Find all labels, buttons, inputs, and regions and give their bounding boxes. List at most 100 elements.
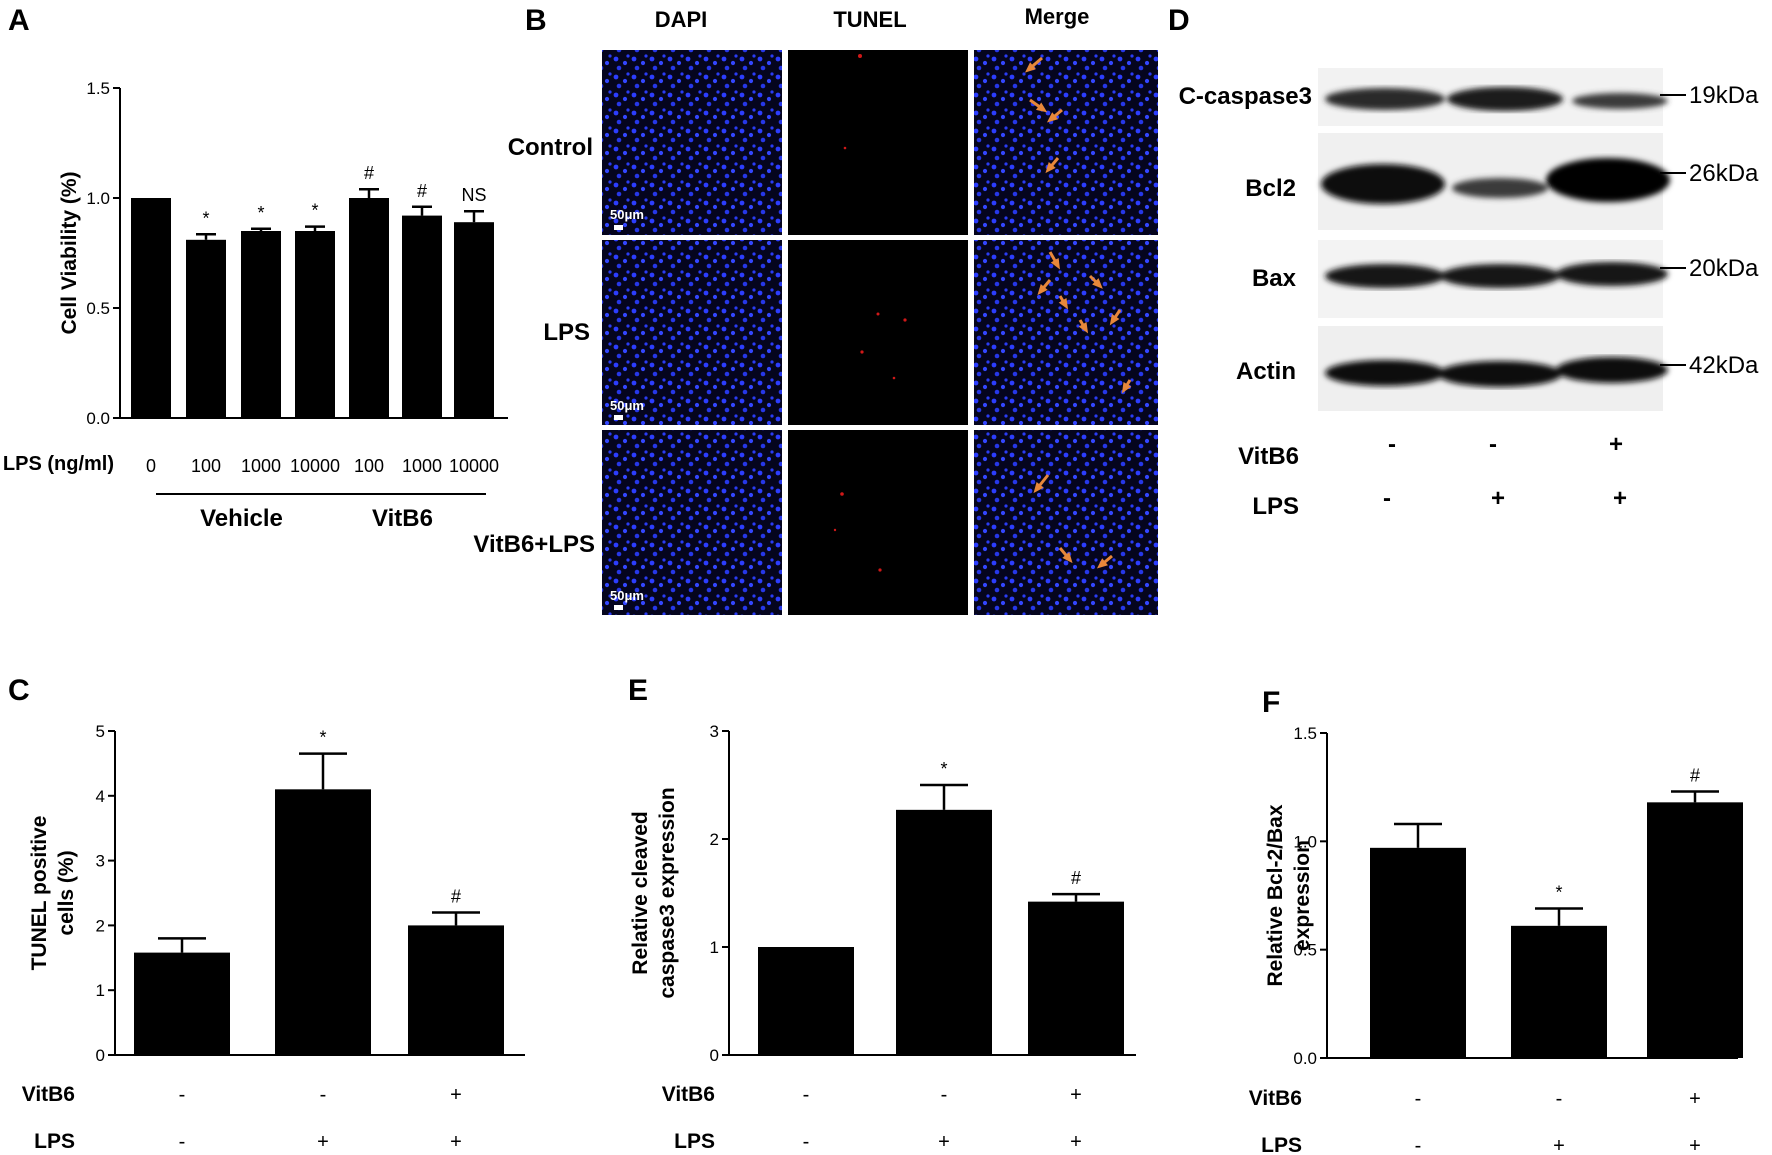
merge-arrow-head [1045, 162, 1056, 174]
y-tick-label: 3 [710, 722, 719, 741]
significance-mark: # [417, 181, 427, 201]
y-tick-label: 1.0 [86, 189, 110, 208]
bar [186, 239, 226, 418]
row-label-control: Control [508, 134, 593, 161]
bar [295, 231, 335, 418]
significance-mark: * [1555, 883, 1562, 903]
tunel-signal [833, 54, 907, 572]
y-axis-label: TUNEL positive [28, 816, 51, 971]
row-sign: - [1556, 1088, 1563, 1110]
band-label-c-caspase3: C-caspase3 [1179, 83, 1312, 110]
merge-arrow-head [1121, 382, 1132, 394]
wb-row-label-lps: LPS [1252, 493, 1299, 520]
merge-arrow-head [1078, 322, 1089, 334]
marker-size-19: 19kDa [1689, 82, 1759, 109]
bar [454, 222, 494, 418]
bar [1511, 925, 1607, 1058]
chart-f: 0.0 0.5 1.0 1.5 * # Relative Bcl-2/Bax expressi… [1249, 724, 1743, 1155]
y-tick-label: 4 [96, 787, 105, 806]
panel-letter-a: A [8, 4, 30, 37]
panel-letter-e: E [628, 674, 648, 707]
x-axis-title: LPS (ng/ml) [3, 453, 114, 475]
merge-arrow-head [1096, 558, 1108, 569]
band-row-c-caspase3 [1325, 87, 1668, 111]
group-label: Vehicle [200, 505, 283, 532]
bar [241, 231, 281, 418]
row-sign: + [1553, 1135, 1565, 1155]
wb-row-label-vitb6: VitB6 [1238, 443, 1299, 470]
row-label-lps: LPS [543, 319, 590, 346]
panel-letter-b: B [525, 4, 547, 37]
band-label-bcl2: Bcl2 [1245, 175, 1296, 202]
y-axis-label: Cell Viability (%) [58, 172, 81, 335]
wb-sign-vitb6-2: - [1489, 431, 1497, 458]
row-sign: + [1070, 1131, 1082, 1153]
merge-arrow-head [1046, 112, 1058, 123]
row-label: LPS [1261, 1134, 1302, 1155]
row-sign: + [317, 1131, 329, 1153]
row-sign: + [1689, 1135, 1701, 1155]
dapi-image-control [602, 50, 782, 235]
merge-image-vitb6-lps [974, 430, 1158, 615]
panel-letter-c: C [8, 674, 30, 707]
panel-letter-d: D [1168, 4, 1190, 37]
wb-sign-lps-3: + [1613, 485, 1627, 512]
western-blot-panel: C-caspase3 Bcl2 Bax Actin 19kDa 26kDa 20… [1179, 68, 1759, 520]
y-axis-label: Relative Bcl-2/Bax [1264, 804, 1287, 986]
scale-bar-label-control: 50μm [610, 207, 644, 222]
panel-letter-f: F [1262, 686, 1280, 719]
merge-arrows [1024, 56, 1132, 569]
chart-c: 0 1 2 3 4 5 * # TUNEL positive cells (%) VitB6 - - + L… [22, 722, 525, 1153]
row-sign: - [941, 1084, 948, 1106]
row-sign: + [450, 1131, 462, 1153]
wb-sign-vitb6-3: + [1609, 431, 1623, 458]
merge-arrow-head [1058, 298, 1069, 310]
band-row-actin [1325, 357, 1668, 387]
marker-size-26: 26kDa [1689, 160, 1759, 187]
significance-mark: # [364, 163, 374, 183]
row-sign: - [1415, 1088, 1422, 1110]
y-tick-label: 0.5 [1293, 941, 1317, 960]
dapi-image-lps [602, 240, 782, 425]
bar [408, 925, 504, 1055]
bar [1028, 901, 1124, 1055]
significance-mark: # [451, 886, 461, 906]
row-sign: + [938, 1131, 950, 1153]
band-row-bcl2 [1321, 158, 1670, 204]
microscopy-panel: DAPI TUNEL Merge Control LPS VitB6+LPS 5… [473, 4, 1158, 615]
chart-e: 0 1 2 3 * # Relative cleaved caspase3 expressio… [629, 722, 1136, 1153]
row-sign: - [320, 1084, 327, 1106]
bar [1647, 802, 1743, 1058]
wb-sign-lps-1: - [1383, 485, 1391, 512]
y-tick-label: 2 [710, 830, 719, 849]
significance-mark: * [319, 728, 326, 748]
group-label: VitB6 [372, 505, 433, 532]
row-sign: - [179, 1131, 186, 1153]
scale-bar-control [614, 225, 623, 230]
wb-sign-lps-2: + [1491, 485, 1505, 512]
merge-image-control [974, 50, 1158, 235]
scale-bar-label-lps: 50μm [610, 398, 644, 413]
x-tick-label: 100 [191, 456, 221, 476]
significance-mark: * [940, 759, 947, 779]
y-tick-label: 0.0 [86, 409, 110, 428]
row-sign: + [450, 1084, 462, 1106]
chart-a: 0.0 0.5 1.0 1.5 * * * # # NS Cell Viability (%) LPS… [3, 79, 508, 532]
tunel-image-lps [788, 240, 968, 425]
bar [131, 198, 171, 418]
dapi-image-vitb6-lps [602, 430, 782, 615]
bar [402, 215, 442, 418]
y-axis-label: cells (%) [55, 850, 78, 935]
column-header-dapi: DAPI [655, 7, 708, 32]
y-tick-label: 5 [96, 722, 105, 741]
tunel-image-control [788, 50, 968, 235]
row-sign: + [1070, 1084, 1082, 1106]
merge-arrow-head [1062, 552, 1073, 564]
x-tick-label: 100 [354, 456, 384, 476]
x-tick-label: 10000 [290, 456, 340, 476]
band-label-bax: Bax [1252, 265, 1297, 292]
scale-bar-label-vitb6-lps: 50μm [610, 588, 644, 603]
row-sign: - [803, 1084, 810, 1106]
y-tick-label: 1 [710, 938, 719, 957]
y-tick-label: 1.5 [1293, 724, 1317, 743]
